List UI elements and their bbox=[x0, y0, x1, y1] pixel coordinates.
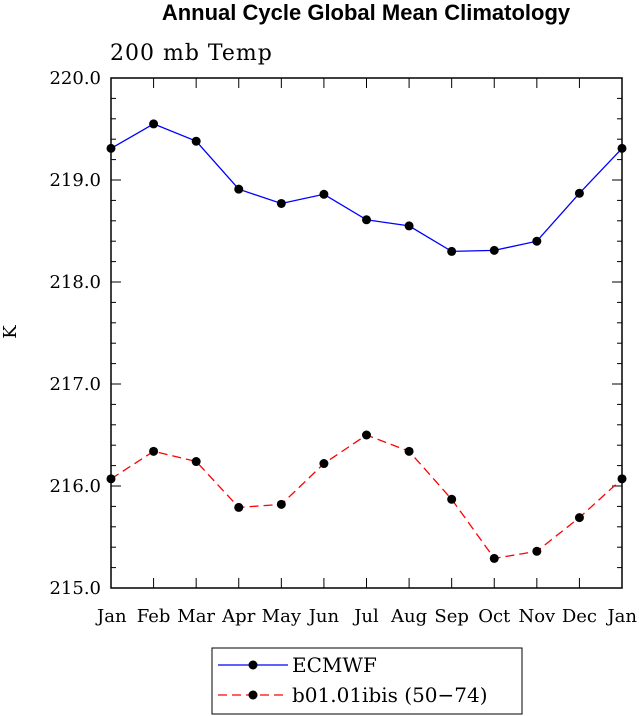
x-tick-label: Sep bbox=[434, 606, 469, 627]
data-point bbox=[319, 459, 329, 469]
data-point bbox=[447, 246, 457, 256]
series-line bbox=[110, 123, 623, 253]
legend-label: ECMWF bbox=[292, 653, 377, 677]
data-point bbox=[489, 553, 499, 563]
series-1 bbox=[106, 430, 627, 563]
data-point bbox=[276, 198, 286, 208]
data-point bbox=[106, 143, 116, 153]
data-point bbox=[106, 474, 116, 484]
data-point bbox=[404, 446, 414, 456]
axis-ticks: 215.0 216.0 217.0 218.0 219.0 220.0 Jan Feb Mar A… bbox=[49, 68, 637, 627]
data-point bbox=[574, 188, 584, 198]
data-point bbox=[617, 143, 627, 153]
x-tick-label: Nov bbox=[518, 606, 556, 627]
x-tick-label: Aug bbox=[390, 606, 427, 627]
x-tick-label: Dec bbox=[562, 606, 597, 627]
y-tick-label: 216.0 bbox=[49, 476, 101, 497]
data-point bbox=[617, 474, 627, 484]
x-tick-label: May bbox=[262, 606, 302, 627]
series-layer bbox=[106, 119, 627, 563]
data-point bbox=[234, 502, 244, 512]
legend-marker bbox=[248, 660, 258, 670]
data-point bbox=[447, 494, 457, 504]
data-point bbox=[404, 221, 414, 231]
series-line bbox=[110, 434, 623, 560]
x-tick-label: Jun bbox=[307, 606, 340, 627]
y-tick-label: 217.0 bbox=[49, 374, 101, 395]
data-point bbox=[191, 136, 201, 146]
y-tick-label: 218.0 bbox=[49, 272, 101, 293]
y-tick-label: 219.0 bbox=[49, 170, 101, 191]
data-point bbox=[574, 513, 584, 523]
series-0 bbox=[106, 119, 627, 256]
data-point bbox=[234, 184, 244, 194]
legend: ECMWF b01.01ibis (50−74) bbox=[211, 647, 523, 715]
plot-frame bbox=[110, 77, 623, 589]
x-tick-label: Oct bbox=[478, 606, 511, 627]
x-tick-label: Jan bbox=[605, 606, 637, 627]
y-axis-label: K bbox=[0, 325, 21, 339]
data-point bbox=[319, 189, 329, 199]
chart-title: Annual Cycle Global Mean Climatology bbox=[162, 0, 571, 25]
y-tick-label: 220.0 bbox=[49, 68, 101, 89]
data-point bbox=[149, 446, 159, 456]
data-point bbox=[149, 119, 159, 129]
chart-subtitle: 200 mb Temp bbox=[110, 41, 273, 66]
data-point bbox=[362, 430, 371, 440]
x-tick-label: Jul bbox=[352, 606, 379, 627]
x-tick-label: Apr bbox=[221, 606, 256, 627]
data-point bbox=[532, 546, 542, 556]
x-tick-label: Mar bbox=[177, 606, 215, 627]
x-tick-label: Jan bbox=[95, 606, 127, 627]
data-point bbox=[532, 236, 542, 246]
legend-label: b01.01ibis (50−74) bbox=[292, 683, 488, 707]
legend-box bbox=[211, 647, 523, 715]
x-tick-label: Feb bbox=[137, 606, 171, 627]
legend-marker bbox=[248, 690, 258, 700]
data-point bbox=[362, 215, 371, 225]
data-point bbox=[191, 457, 201, 467]
y-tick-label: 215.0 bbox=[49, 578, 101, 599]
data-point bbox=[276, 499, 286, 509]
data-point bbox=[489, 245, 499, 255]
